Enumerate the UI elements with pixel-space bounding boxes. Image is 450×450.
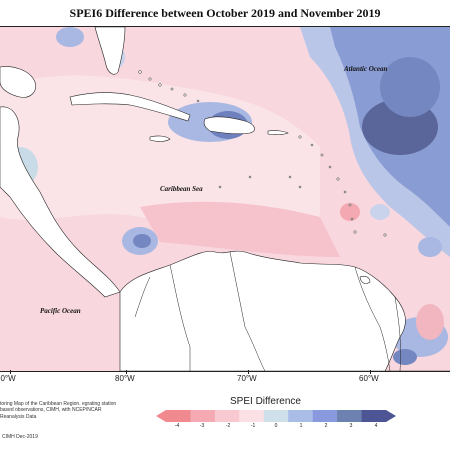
barbados-wet <box>370 204 390 220</box>
puerto-rico-land <box>267 130 289 135</box>
legend-tick: 0 <box>274 423 278 429</box>
windward-drying <box>340 203 360 221</box>
cuba-land <box>69 92 191 122</box>
legend-tick: 2 <box>324 423 328 429</box>
lesser-antilles-wet <box>418 237 442 257</box>
legend-tick: -4 <box>174 423 180 429</box>
guiana-wet-core <box>393 349 417 365</box>
legend-swatch <box>288 410 313 422</box>
lon-tick-80 <box>126 370 127 374</box>
legend-tick: -3 <box>199 423 205 429</box>
trinidad-land <box>359 275 371 284</box>
atlantic-wet-center <box>380 57 440 117</box>
colombia-wet-core <box>133 234 151 248</box>
map-credit: CIMH Dec-2019 <box>2 434 38 440</box>
legend-arrow-right <box>386 410 396 422</box>
legend-swatch <box>166 410 191 422</box>
legend-swatch <box>337 410 362 422</box>
small-islands <box>138 70 387 237</box>
southern-drying-band <box>140 201 340 257</box>
legend-tick: 1 <box>299 423 303 429</box>
legend-tick: 4 <box>374 423 378 429</box>
florida-land <box>94 27 126 75</box>
legend-arrow-left <box>156 410 166 422</box>
lon-tick-70 <box>248 370 249 374</box>
country-borders <box>134 251 401 371</box>
legend-tick: -2 <box>225 423 231 429</box>
map-note: toring Map of the Caribbean Region. egra… <box>0 401 117 420</box>
spei-map <box>0 27 450 371</box>
jamaica-land <box>149 135 171 142</box>
map-title: SPEI6 Difference between October 2019 an… <box>69 6 381 20</box>
pacific-ocean-label: Pacific Ocean <box>40 307 81 315</box>
lon-tick-60 <box>370 370 371 374</box>
lon-label-80: 80°W <box>115 374 135 383</box>
suriname-drying <box>416 304 444 340</box>
gulf-wet-spot <box>56 27 84 47</box>
lon-tick-90 <box>10 370 11 374</box>
legend-swatch <box>312 410 338 422</box>
lon-label-70: 70°W <box>237 374 257 383</box>
legend-swatch <box>190 410 216 422</box>
legend-colorbar <box>156 410 396 422</box>
legend-swatch <box>263 410 289 422</box>
legend-swatch <box>239 410 265 422</box>
yucatan-land <box>0 66 36 98</box>
legend-swatch <box>361 410 387 422</box>
lon-label-90: 90°W <box>0 374 16 383</box>
caribbean-sea-label: Caribbean Sea <box>160 185 203 193</box>
legend-ticks: -4 -3 -2 -1 0 1 2 3 4 <box>160 423 388 433</box>
legend-title: SPEI Difference <box>230 396 301 407</box>
hispaniola-land <box>203 116 255 135</box>
map-area: Atlantic Ocean Caribbean Sea Pacific Oce… <box>0 26 450 372</box>
lon-label-60: 60°W <box>359 374 379 383</box>
legend-swatch <box>214 410 240 422</box>
legend-tick: 3 <box>349 423 353 429</box>
legend-tick: -1 <box>250 423 256 429</box>
atlantic-ocean-label: Atlantic Ocean <box>344 65 388 73</box>
central-america-land <box>0 106 121 298</box>
